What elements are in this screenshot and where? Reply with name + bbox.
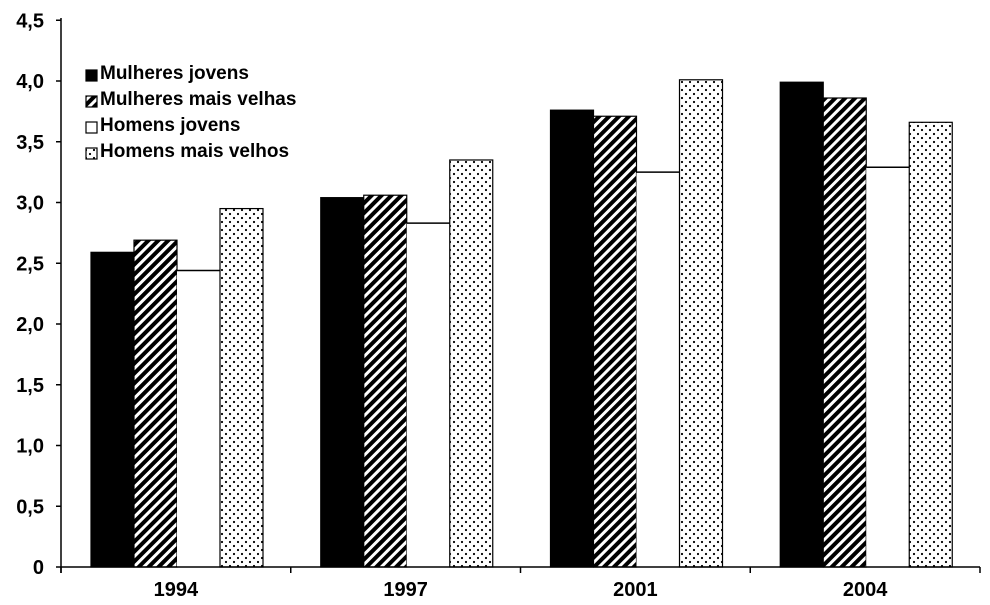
x-tick-label: 1994 xyxy=(154,579,199,601)
bar-1997-series-2 xyxy=(363,194,408,568)
bar-1994-series-4 xyxy=(219,207,264,568)
x-tick-labels: 1994 1997 2001 2004 xyxy=(154,579,889,601)
y-tick-label: 4,5 xyxy=(16,10,44,32)
y-tick-label: 1,0 xyxy=(16,436,44,458)
y-tick-label: 2,5 xyxy=(16,253,44,275)
legend-swatch xyxy=(85,121,98,134)
legend-swatch xyxy=(85,147,98,160)
y-tick-label: 0,5 xyxy=(16,496,44,518)
y-tick-label: 0 xyxy=(33,557,44,579)
legend-label: Homens jovens xyxy=(100,115,240,136)
bar-1997-series-1 xyxy=(320,197,365,568)
bars xyxy=(90,79,953,568)
legend-label: Mulheres jovens xyxy=(100,63,249,84)
bar-2001-series-4 xyxy=(678,79,724,568)
bar-1994-series-2 xyxy=(133,239,178,568)
legend: Mulheres jovens Mulheres mais velhas Homen… xyxy=(85,63,296,162)
bar-1997-series-3 xyxy=(406,223,450,567)
x-tick-label: 2004 xyxy=(843,579,888,601)
bar-1997-series-4 xyxy=(449,159,494,568)
bar-2004-series-2 xyxy=(822,97,867,568)
bar-2001-series-3 xyxy=(636,172,680,567)
bar-2004-series-3 xyxy=(866,167,910,567)
bar-2004-series-4 xyxy=(908,121,953,568)
legend-swatch xyxy=(85,95,98,108)
x-tick-label: 2001 xyxy=(613,579,658,601)
y-tick-label: 2,0 xyxy=(16,314,44,336)
y-tick-label: 4,0 xyxy=(16,71,44,93)
legend-label: Mulheres mais velhas xyxy=(100,89,296,110)
x-tick-label: 1997 xyxy=(383,579,428,601)
bar-2001-series-2 xyxy=(592,115,638,568)
legend-swatch xyxy=(85,69,98,82)
y-tick-labels: 0 0,5 1,0 1,5 2,0 2,5 3,0 3,5 4,0 4,5 xyxy=(16,10,44,579)
bar-2001-series-1 xyxy=(549,109,595,568)
y-tick-label: 3,5 xyxy=(16,132,44,154)
axes xyxy=(56,18,981,573)
y-tick-label: 3,0 xyxy=(16,193,44,215)
bar-2004-series-1 xyxy=(779,81,824,568)
y-tick-label: 1,5 xyxy=(16,375,44,397)
bar-1994-series-1 xyxy=(90,251,135,568)
legend-label: Homens mais velhos xyxy=(100,141,289,162)
bar-1994-series-3 xyxy=(177,270,220,567)
